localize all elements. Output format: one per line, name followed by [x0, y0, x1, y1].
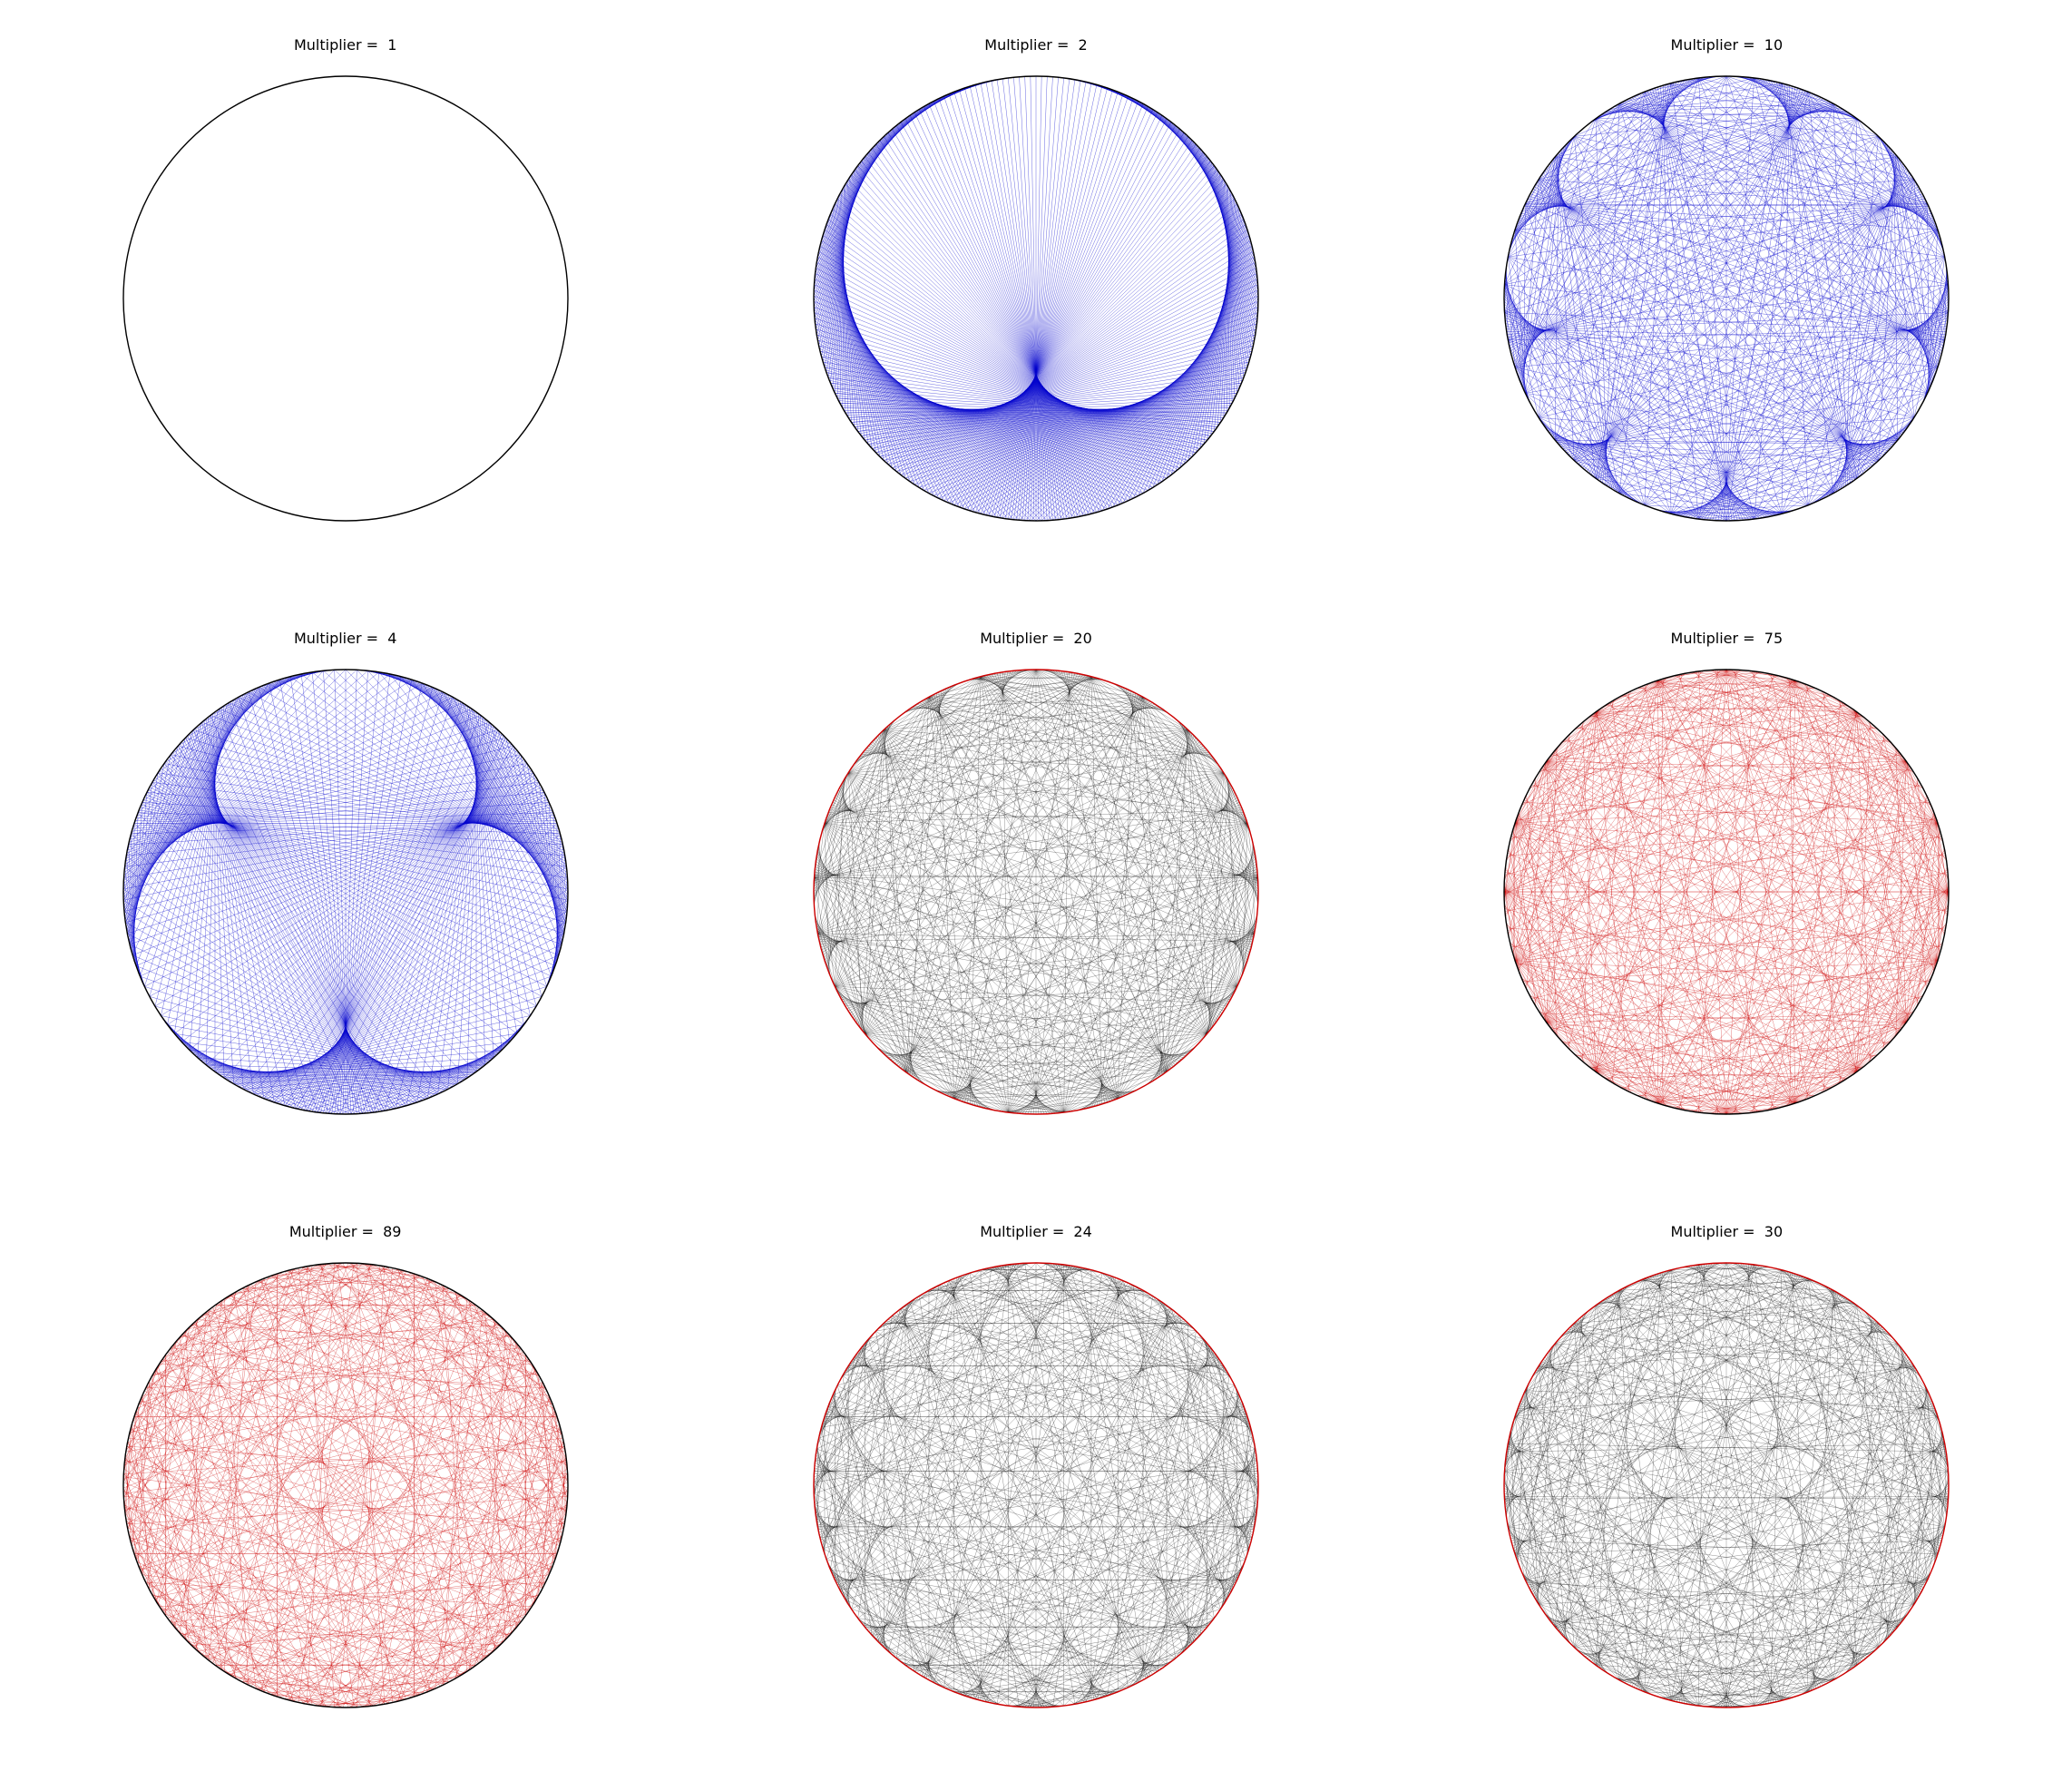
panel-title: Multiplier = 89 [289, 1223, 402, 1240]
panel-title: Multiplier = 30 [1671, 1223, 1784, 1240]
times-table-diagram [110, 1249, 582, 1721]
times-table-diagram [1490, 63, 1962, 534]
panel-title: Multiplier = 75 [1671, 630, 1784, 647]
panel-mult-24: Multiplier = 24 [745, 1223, 1326, 1721]
panel-title: Multiplier = 20 [980, 630, 1092, 647]
panel-mult-4: Multiplier = 4 [54, 630, 636, 1128]
times-table-diagram [110, 656, 582, 1128]
panel-title: Multiplier = 1 [294, 36, 396, 54]
times-table-diagram [1490, 1249, 1962, 1721]
panel-title: Multiplier = 4 [294, 630, 396, 647]
times-table-diagram [800, 63, 1272, 534]
panel-title: Multiplier = 24 [980, 1223, 1092, 1240]
panel-mult-20: Multiplier = 20 [745, 630, 1326, 1128]
panel-mult-75: Multiplier = 75 [1436, 630, 2018, 1128]
panel-title: Multiplier = 10 [1671, 36, 1784, 54]
panel-mult-1: Multiplier = 1 [54, 36, 636, 534]
diagram-grid: Multiplier = 1 Multiplier = 2 Multiplier =… [0, 0, 2072, 1771]
times-table-diagram [800, 1249, 1272, 1721]
panel-mult-30: Multiplier = 30 [1436, 1223, 2018, 1721]
panel-mult-89: Multiplier = 89 [54, 1223, 636, 1721]
diagram-background [110, 63, 582, 534]
panel-mult-2: Multiplier = 2 [745, 36, 1326, 534]
panel-title: Multiplier = 2 [984, 36, 1087, 54]
panel-mult-10: Multiplier = 10 [1436, 36, 2018, 534]
diagram-background [110, 1249, 582, 1721]
times-table-diagram [110, 63, 582, 534]
times-table-diagram [1490, 656, 1962, 1128]
times-table-diagram [800, 656, 1272, 1128]
